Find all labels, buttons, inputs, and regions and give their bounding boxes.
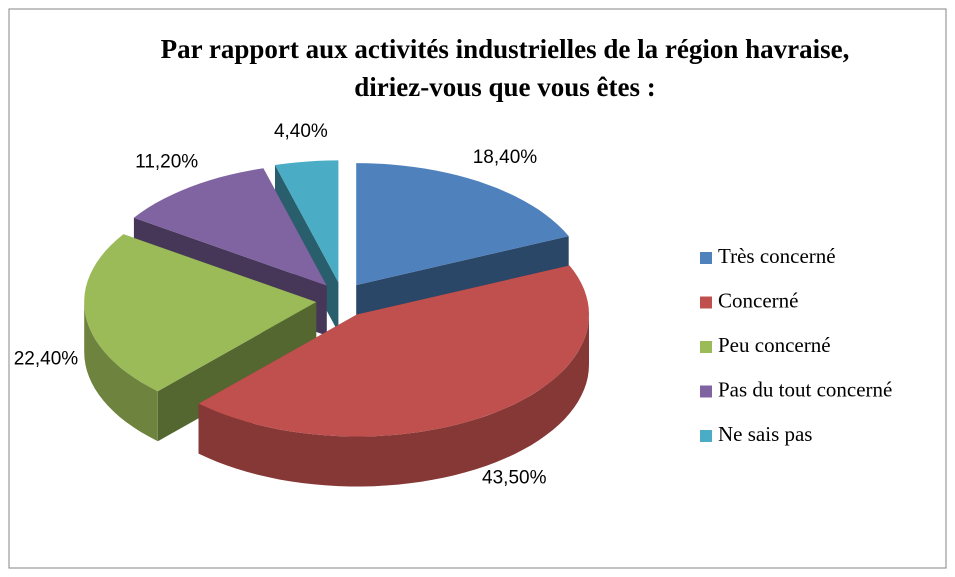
slice [356, 163, 569, 286]
legend-label: Ne sais pas [718, 422, 812, 446]
slice-wall [198, 314, 589, 487]
legend-swatch [700, 252, 712, 264]
legend-swatch [700, 430, 712, 442]
chart-title: Par rapport aux activités industrielles … [160, 34, 850, 102]
slice [84, 234, 317, 392]
data-label: 43,50% [482, 468, 547, 489]
data-label: 18,40% [473, 147, 538, 168]
legend-swatch [700, 296, 712, 309]
slice [275, 160, 339, 283]
slice [198, 265, 589, 437]
data-label: 4,40% [274, 121, 328, 142]
data-label: 11,20% [135, 152, 198, 173]
legend-label: Pas du tout concerné [718, 377, 892, 401]
legend-label: Peu concerné [718, 333, 831, 357]
legend-label: Concerné [718, 288, 798, 312]
legend-swatch [700, 341, 712, 353]
slice-wall [84, 302, 158, 442]
slice [133, 168, 327, 286]
legend-label: Très concerné [718, 244, 836, 268]
data-label: 22,40% [14, 348, 79, 369]
legend-swatch [700, 385, 712, 398]
